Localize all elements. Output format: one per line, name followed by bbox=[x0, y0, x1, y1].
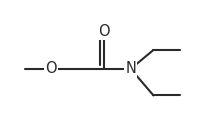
Text: O: O bbox=[98, 23, 110, 38]
Text: N: N bbox=[125, 61, 136, 76]
Text: O: O bbox=[45, 61, 57, 76]
